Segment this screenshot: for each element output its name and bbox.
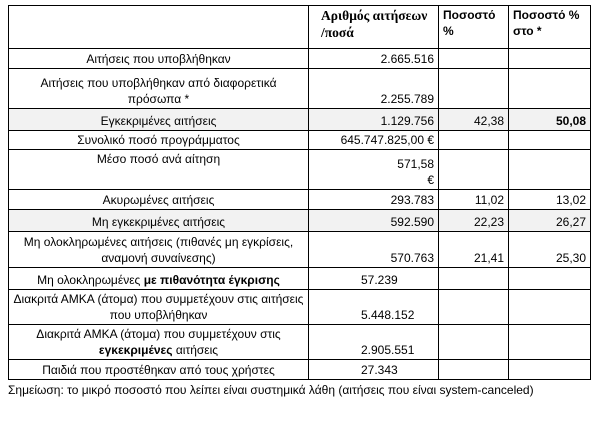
cell	[438, 68, 509, 109]
value-cell: 293.783	[308, 189, 439, 210]
row-label: Μη εγκεκριμένες αιτήσεις	[8, 209, 309, 232]
value-text: 571,58 €	[397, 157, 434, 187]
value-cell: 1.129.756	[308, 108, 439, 131]
row-label: Μη ολοκληρωμένες με πιθανότητα έγκρισης	[8, 267, 309, 290]
label-bold: εγκεκριμένες	[98, 343, 173, 357]
row: Αιτήσεις που υποβλήθηκαν 2.665.516	[8, 48, 591, 69]
row: Αιτήσεις που υποβλήθηκαν από διαφορετικά…	[8, 68, 591, 109]
cell	[508, 267, 591, 290]
cell	[508, 324, 591, 360]
row-label: Παιδιά που προστέθηκαν από τους χρήστες	[8, 359, 309, 380]
row-label: Αιτήσεις που υποβλήθηκαν	[8, 48, 309, 69]
header-cell: Ποσοστό %	[438, 5, 509, 49]
row-label: Μέσο ποσό ανά αίτηση	[8, 149, 309, 190]
pct-star-cell: 13,02	[508, 189, 591, 210]
row: Διακριτά ΑΜΚΑ (άτομα) που συμμετέχουν στ…	[8, 324, 591, 360]
header-cell: Ποσοστό % στο *	[508, 5, 591, 49]
cell	[508, 359, 591, 380]
row-label: Συνολικό ποσό προγράμματος	[8, 130, 309, 150]
label-text: Μη ολοκληρωμένες	[37, 273, 141, 287]
row-label: Διακριτά ΑΜΚΑ (άτομα) που συμμετέχουν στ…	[8, 289, 309, 325]
row: Μη εγκεκριμένες αιτήσεις 592.590 22,23 2…	[8, 209, 591, 232]
cell	[438, 267, 509, 290]
cell	[508, 48, 591, 69]
cell	[438, 324, 509, 360]
cell	[438, 359, 509, 380]
pct-star-cell: 25,30	[508, 231, 591, 268]
row-label: Ακυρωμένες αιτήσεις	[8, 189, 309, 210]
value-cell: 570.763	[308, 231, 439, 268]
pct-cell: 21,41	[438, 231, 509, 268]
row: Συνολικό ποσό προγράμματος 645.747.825,0…	[8, 130, 591, 150]
pct-cell: 42,38	[438, 108, 509, 131]
value-cell: 2.255.789	[308, 68, 439, 109]
cell	[508, 130, 591, 150]
cell	[438, 48, 509, 69]
row-label: Αιτήσεις που υποβλήθηκαν από διαφορετικά…	[8, 68, 309, 109]
value-cell: 592.590	[308, 209, 439, 232]
value-cell: 2.905.551	[308, 324, 439, 360]
row: Μη ολοκληρωμένες αιτήσεις (πιθανές μη εγ…	[8, 231, 591, 268]
header-cell: Αριθμός αιτήσεων /ποσά	[308, 5, 439, 49]
row-label: Διακριτά ΑΜΚΑ (άτομα) που συμμετέχουν στ…	[8, 324, 309, 360]
row: Παιδιά που προστέθηκαν από τους χρήστες …	[8, 359, 591, 380]
header-cell	[8, 5, 309, 49]
pct-cell: 22,23	[438, 209, 509, 232]
pct-star-cell: 50,08	[508, 108, 591, 131]
data-table: Αριθμός αιτήσεων /ποσά Ποσοστό % Ποσοστό…	[8, 5, 591, 380]
footnote: Σημείωση: το μικρό ποσοστό που λείπει εί…	[8, 383, 534, 397]
row: Ακυρωμένες αιτήσεις 293.783 11,02 13,02	[8, 189, 591, 210]
value-cell: 645.747.825,00 €	[308, 130, 439, 150]
pct-cell: 11,02	[438, 189, 509, 210]
pct-star-cell: 26,27	[508, 209, 591, 232]
value-cell: 27.343	[308, 359, 439, 380]
label-bold: με πιθανότητα έγκρισης	[143, 273, 280, 287]
label-tail: αιτήσεις	[175, 343, 219, 357]
value-cell: 57.239	[308, 267, 439, 290]
cell	[508, 149, 591, 190]
row: Διακριτά ΑΜΚΑ (άτομα) που συμμετέχουν στ…	[8, 289, 591, 325]
cell	[438, 149, 509, 190]
row: Μη ολοκληρωμένες με πιθανότητα έγκρισης …	[8, 267, 591, 290]
row: Μέσο ποσό ανά αίτηση 571,58 €	[8, 149, 591, 190]
document: Αριθμός αιτήσεων /ποσά Ποσοστό % Ποσοστό…	[8, 5, 591, 399]
cell	[508, 68, 591, 109]
header-row: Αριθμός αιτήσεων /ποσά Ποσοστό % Ποσοστό…	[8, 5, 591, 49]
row-label: Εγκεκριμένες αιτήσεις	[8, 108, 309, 131]
row-label: Μη ολοκληρωμένες αιτήσεις (πιθανές μη εγ…	[8, 231, 309, 268]
label-text: Διακριτά ΑΜΚΑ (άτομα) που συμμετέχουν στ…	[36, 327, 281, 341]
cell	[438, 289, 509, 325]
row: Εγκεκριμένες αιτήσεις 1.129.756 42,38 50…	[8, 108, 591, 131]
value-cell: 2.665.516	[308, 48, 439, 69]
value-cell: 571,58 €	[308, 149, 439, 190]
value-cell: 5.448.152	[308, 289, 439, 325]
cell	[438, 130, 509, 150]
cell	[508, 289, 591, 325]
